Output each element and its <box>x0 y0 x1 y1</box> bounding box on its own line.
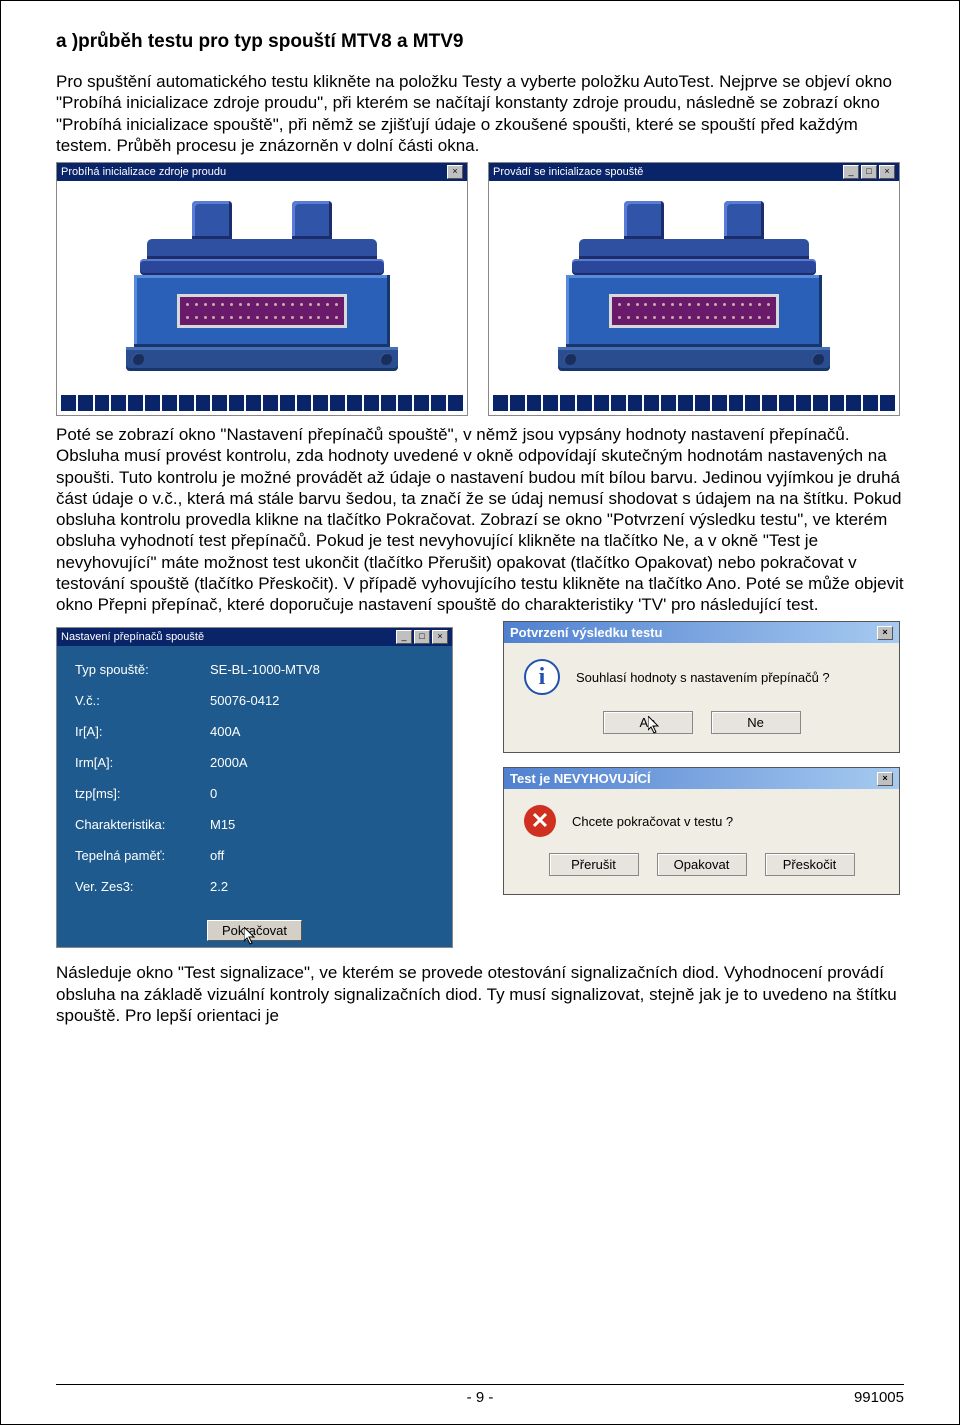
settings-value: 2.2 <box>210 879 228 894</box>
settings-value: off <box>210 848 224 863</box>
screenshots-row: Probíhá inicializace zdroje proudu × <box>56 162 904 416</box>
close-icon[interactable]: × <box>879 165 895 179</box>
cursor-icon <box>648 716 662 736</box>
titlebar: Potvrzení výsledku testu × <box>504 622 899 643</box>
no-button[interactable]: Ne <box>711 711 801 734</box>
paragraph-3: Následuje okno "Test signalizace", ve kt… <box>56 962 904 1026</box>
retry-button[interactable]: Opakovat <box>657 853 747 876</box>
settings-value: M15 <box>210 817 235 832</box>
progress-bar <box>489 391 899 415</box>
settings-label: Charakteristika: <box>75 817 210 832</box>
settings-label: Typ spouště: <box>75 662 210 677</box>
page-number: - 9 - <box>56 1389 904 1406</box>
info-icon: i <box>524 659 560 695</box>
settings-row: V.č.:50076-0412 <box>75 693 434 708</box>
error-icon: ✕ <box>524 805 556 837</box>
close-icon[interactable]: × <box>432 630 448 644</box>
settings-label: V.č.: <box>75 693 210 708</box>
cursor-icon <box>244 927 258 947</box>
paragraph-1: Pro spuštění automatického testu kliknět… <box>56 71 904 156</box>
close-icon[interactable]: × <box>447 165 463 179</box>
close-icon[interactable]: × <box>877 772 893 786</box>
settings-value: SE-BL-1000-MTV8 <box>210 662 320 677</box>
window-title: Test je NEVYHOVUJÍCÍ <box>510 771 651 786</box>
window-title: Provádí se inicializace spouště <box>493 166 643 178</box>
settings-row: Tepelná paměť:off <box>75 848 434 863</box>
dialog-message: Chcete pokračovat v testu ? <box>572 814 733 829</box>
settings-row: Ver. Zes3:2.2 <box>75 879 434 894</box>
settings-label: Tepelná paměť: <box>75 848 210 863</box>
device-illustration <box>57 181 467 391</box>
settings-row: tzp[ms]:0 <box>75 786 434 801</box>
yes-button[interactable]: An <box>603 711 693 734</box>
skip-button[interactable]: Přeskočit <box>765 853 855 876</box>
dialog-test-fail: Test je NEVYHOVUJÍCÍ × ✕ Chcete pokračov… <box>503 767 900 895</box>
window-title: Probíhá inicializace zdroje proudu <box>61 166 226 178</box>
window-title: Potvrzení výsledku testu <box>510 625 662 640</box>
window-init-source: Probíhá inicializace zdroje proudu × <box>56 162 468 416</box>
titlebar: Nastavení přepínačů spouště _ □ × <box>57 628 452 646</box>
minimize-icon[interactable]: _ <box>843 165 859 179</box>
abort-button[interactable]: Přerušit <box>549 853 639 876</box>
titlebar: Probíhá inicializace zdroje proudu × <box>57 163 467 181</box>
settings-body: Typ spouště:SE-BL-1000-MTV8 V.č.:50076-04… <box>57 646 452 920</box>
settings-value: 0 <box>210 786 217 801</box>
settings-label: Ir[A]: <box>75 724 210 739</box>
btn-text: Pok <box>222 923 244 938</box>
close-icon[interactable]: × <box>877 626 893 640</box>
settings-label: Ver. Zes3: <box>75 879 210 894</box>
section-heading: a )průběh testu pro typ spouští MTV8 a M… <box>56 31 904 53</box>
window-init-trigger: Provádí se inicializace spouště _ □ × <box>488 162 900 416</box>
maximize-icon[interactable]: □ <box>414 630 430 644</box>
window-title: Nastavení přepínačů spouště <box>61 631 204 643</box>
settings-row: Typ spouště:SE-BL-1000-MTV8 <box>75 662 434 677</box>
continue-button[interactable]: Pokračovat <box>207 920 302 941</box>
device-illustration <box>489 181 899 391</box>
paragraph-2: Poté se zobrazí okno "Nastavení přepínač… <box>56 424 904 615</box>
page-footer: - 9 - 991005 <box>56 1384 904 1406</box>
settings-value: 2000A <box>210 755 248 770</box>
dialog-confirm-result: Potvrzení výsledku testu × i Souhlasí ho… <box>503 621 900 753</box>
settings-label: Irm[A]: <box>75 755 210 770</box>
settings-value: 50076-0412 <box>210 693 279 708</box>
settings-label: tzp[ms]: <box>75 786 210 801</box>
titlebar: Test je NEVYHOVUJÍCÍ × <box>504 768 899 789</box>
progress-bar <box>57 391 467 415</box>
settings-value: 400A <box>210 724 240 739</box>
window-settings: Nastavení přepínačů spouště _ □ × Typ sp… <box>56 627 453 948</box>
minimize-icon[interactable]: _ <box>396 630 412 644</box>
titlebar: Provádí se inicializace spouště _ □ × <box>489 163 899 181</box>
settings-row: Irm[A]:2000A <box>75 755 434 770</box>
maximize-icon[interactable]: □ <box>861 165 877 179</box>
dialog-message: Souhlasí hodnoty s nastavením přepínačů … <box>576 670 830 685</box>
settings-row: Charakteristika:M15 <box>75 817 434 832</box>
settings-row: Ir[A]:400A <box>75 724 434 739</box>
